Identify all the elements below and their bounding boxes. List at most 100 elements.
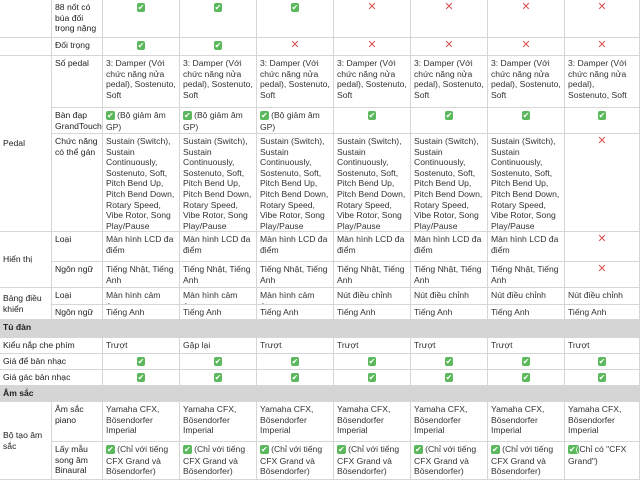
value-cell: ✔	[488, 370, 565, 386]
value-cell: Yamaha CFX, Bösendorfer Imperial	[334, 402, 411, 442]
value-cell: Sustain (Switch), Sustain Continuously, …	[103, 134, 180, 232]
value-cell: Màn hình LCD đa điểm	[103, 232, 180, 262]
value-cell: Tiếng Anh	[103, 305, 180, 320]
group-label: Hiển thị	[0, 232, 52, 288]
value-cell: ✔	[565, 354, 640, 370]
value-cell: Trượt	[257, 338, 334, 354]
value-cell: Tiếng Anh	[488, 305, 565, 320]
value-cell: ✔ (Bộ giảm âm GP)	[180, 108, 257, 134]
row-label: Giá gác bản nhạc	[0, 370, 103, 386]
row-label: 88 nốt có búa đối trọng nặng	[52, 0, 103, 38]
value-cell: ✔	[334, 108, 411, 134]
value-cell: ✔	[488, 108, 565, 134]
group-label	[0, 0, 52, 38]
value-cell: ✔	[103, 354, 180, 370]
value-cell: Yamaha CFX, Bösendorfer Imperial	[103, 402, 180, 442]
value-cell: Màn hình LCD đa điểm	[180, 232, 257, 262]
row-label: Loại	[52, 288, 103, 305]
row-label: Kiểu nắp che phím	[0, 338, 103, 354]
value-cell: ✔	[565, 108, 640, 134]
value-cell: ✔	[180, 38, 257, 56]
value-cell: Tiếng Anh	[411, 305, 488, 320]
value-cell: Tiếng Anh	[180, 305, 257, 320]
value-cell: ✔	[411, 108, 488, 134]
value-cell: 3: Damper (Với chức năng nửa pedal), Sos…	[103, 56, 180, 108]
group-label: Bộ tạo âm sắc	[0, 402, 52, 480]
value-cell: ✔ (Bộ giảm âm GP)	[103, 108, 180, 134]
value-cell: Trượt	[565, 338, 640, 354]
value-cell: Yamaha CFX, Bösendorfer Imperial	[257, 402, 334, 442]
value-cell: Sustain (Switch), Sustain Continuously, …	[257, 134, 334, 232]
row-label: Lấy mẫu song âm Binaural	[52, 442, 103, 480]
value-cell: ✕	[488, 0, 565, 38]
value-cell: Tiếng Nhật, Tiếng Anh	[257, 262, 334, 288]
value-cell: Sustain (Switch), Sustain Continuously, …	[488, 134, 565, 232]
value-cell: ✔	[334, 370, 411, 386]
value-cell: Tiếng Anh	[565, 305, 640, 320]
value-cell: ✕	[334, 0, 411, 38]
row-label: Loại	[52, 232, 103, 262]
value-cell: ✔	[257, 0, 334, 38]
value-cell: Màn hình cảm ứng	[103, 288, 180, 305]
row-label: Chức năng có thể gán	[52, 134, 103, 232]
value-cell: Tiếng Nhật, Tiếng Anh	[103, 262, 180, 288]
group-label: Bảng điều khiển	[0, 288, 52, 320]
value-cell: Gập lại	[180, 338, 257, 354]
value-cell: ✔	[565, 370, 640, 386]
value-cell: Tiếng Nhật, Tiếng Anh	[488, 262, 565, 288]
value-cell: ✔ (Chỉ với tiếng CFX Grand và Bösendorfe…	[103, 442, 180, 480]
value-cell: Tiếng Nhật, Tiếng Anh	[411, 262, 488, 288]
value-cell: Màn hình LCD đa điểm	[334, 232, 411, 262]
value-cell: Màn hình cảm ứng	[257, 288, 334, 305]
value-cell: Tiếng Anh	[257, 305, 334, 320]
value-cell: Tiếng Nhật, Tiếng Anh	[334, 262, 411, 288]
value-cell: Nút điều chỉnh	[411, 288, 488, 305]
value-cell: ✔	[257, 370, 334, 386]
value-cell: Màn hình LCD đa điểm	[411, 232, 488, 262]
value-cell: Trượt	[488, 338, 565, 354]
value-cell: Nút điều chỉnh	[334, 288, 411, 305]
row-label: Bàn đạp GrandTouch	[52, 108, 103, 134]
value-cell: Trượt	[334, 338, 411, 354]
group-label	[0, 38, 52, 56]
value-cell: ✕	[334, 38, 411, 56]
value-cell: ✔	[103, 0, 180, 38]
value-cell: Sustain (Switch), Sustain Continuously, …	[411, 134, 488, 232]
value-cell: ✔	[103, 370, 180, 386]
value-cell: Nút điều chỉnh	[488, 288, 565, 305]
value-cell: Yamaha CFX, Bösendorfer Imperial	[488, 402, 565, 442]
value-cell: Màn hình LCD đa điểm	[488, 232, 565, 262]
value-cell: ✕	[488, 38, 565, 56]
value-cell: ✔	[334, 354, 411, 370]
value-cell: Trượt	[411, 338, 488, 354]
value-cell: Màn hình cảm ứng	[180, 288, 257, 305]
value-cell: ✕	[565, 0, 640, 38]
value-cell: ✔(Chỉ có "CFX Grand")	[565, 442, 640, 480]
section-header: Âm sắc	[0, 386, 640, 402]
value-cell: ✔	[411, 354, 488, 370]
value-cell: ✔ (Chỉ với tiếng CFX Grand và Bösendorfe…	[488, 442, 565, 480]
value-cell: 3: Damper (Với chức năng nửa pedal), Sos…	[257, 56, 334, 108]
value-cell: ✔ (Chỉ với tiếng CFX Grand và Bösendorfe…	[257, 442, 334, 480]
value-cell: ✔ (Bộ giảm âm GP)	[257, 108, 334, 134]
row-label: Đối trọng	[52, 38, 103, 56]
value-cell: ✔	[488, 354, 565, 370]
value-cell: Sustain (Switch), Sustain Continuously, …	[334, 134, 411, 232]
value-cell: ✔	[411, 370, 488, 386]
group-label: Pedal	[0, 56, 52, 232]
value-cell: ✕	[257, 38, 334, 56]
value-cell: ✔	[180, 354, 257, 370]
row-label: Âm sắc piano	[52, 402, 103, 442]
value-cell: ✕	[411, 38, 488, 56]
value-cell: 3: Damper (Với chức năng nửa pedal), Sos…	[180, 56, 257, 108]
value-cell: ✕	[565, 38, 640, 56]
value-cell: Yamaha CFX, Bösendorfer Imperial	[180, 402, 257, 442]
value-cell: Sustain (Switch), Sustain Continuously, …	[180, 134, 257, 232]
value-cell: ✔	[180, 0, 257, 38]
value-cell: Trượt	[103, 338, 180, 354]
value-cell: 3: Damper (Với chức năng nửa pedal), Sos…	[334, 56, 411, 108]
value-cell: ✔ (Chỉ với tiếng CFX Grand và Bösendorfe…	[180, 442, 257, 480]
value-cell: 3: Damper (Với chức năng nửa pedal), Sos…	[565, 56, 640, 108]
